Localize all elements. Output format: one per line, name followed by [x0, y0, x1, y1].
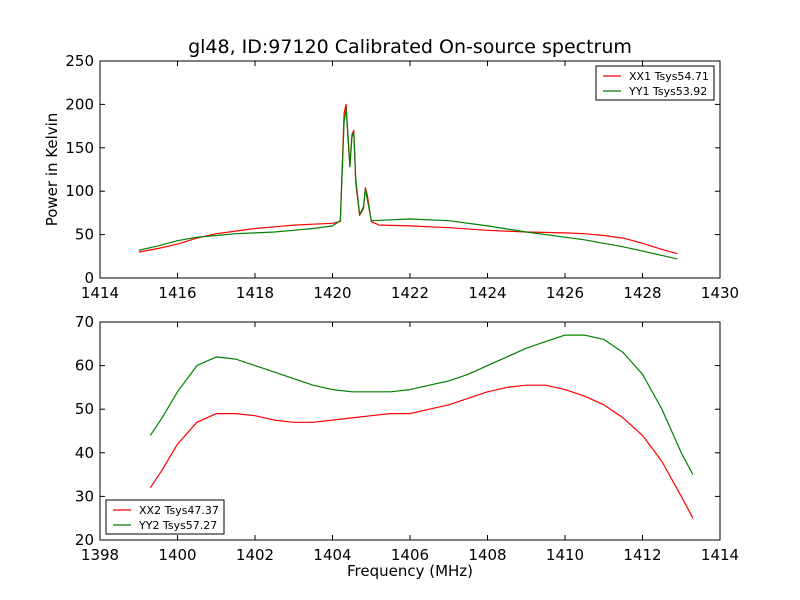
- x-tick-label: 1404: [313, 546, 351, 564]
- y-axis-label: Power in Kelvin: [43, 113, 61, 227]
- series-line-2: [138, 108, 678, 260]
- x-tick-label: 1398: [81, 546, 119, 564]
- y-tick-label: 250: [65, 52, 94, 70]
- legend-label-1: XX1 Tsys54.71: [629, 70, 709, 83]
- x-tick-label: 1414: [701, 546, 739, 564]
- y-tick-label: 0: [84, 269, 94, 287]
- x-tick-label: 1400: [158, 546, 196, 564]
- x-tick-label: 1418: [236, 284, 274, 302]
- legend-label-2: YY2 Tsys57.27: [138, 519, 217, 532]
- y-tick-label: 50: [75, 400, 94, 418]
- x-tick-label: 1410: [546, 546, 584, 564]
- x-tick-label: 1424: [468, 284, 506, 302]
- y-tick-label: 30: [75, 487, 94, 505]
- y-tick-label: 20: [75, 531, 94, 549]
- legend-box: [595, 65, 715, 101]
- y-tick-label: 40: [75, 444, 94, 462]
- legend-label-2: YY1 Tsys53.92: [628, 85, 707, 98]
- x-tick-label: 1402: [236, 546, 274, 564]
- y-tick-label: 100: [65, 182, 94, 200]
- y-tick-label: 50: [75, 226, 94, 244]
- legend: XX2 Tsys47.37 YY2 Tsys57.27: [105, 499, 225, 535]
- bottom-panel: 1398 1400 1402 1404 1406 1408 1410 1412 1414 20 30…: [75, 313, 739, 580]
- legend: XX1 Tsys54.71 YY1 Tsys53.92: [595, 65, 715, 101]
- y-tick-label: 70: [75, 313, 94, 331]
- x-axis-label: Frequency (MHz): [347, 562, 473, 580]
- chart-title: gl48, ID:97120 Calibrated On-source spec…: [188, 36, 632, 58]
- x-tick-label: 1414: [81, 284, 119, 302]
- y-tick-label: 60: [75, 357, 94, 375]
- x-tick-label: 1412: [623, 546, 661, 564]
- x-tick-label: 1426: [546, 284, 584, 302]
- legend-label-1: XX2 Tsys47.37: [139, 504, 219, 517]
- x-tick-label: 1430: [701, 284, 739, 302]
- series-line-2: [149, 334, 694, 475]
- top-panel: 1414 1416 1418 1420 1422 1424 1426 1428 1430 0 50 1…: [43, 52, 739, 302]
- x-tick-label: 1406: [391, 546, 429, 564]
- series-line-1: [149, 384, 694, 519]
- x-tick-label: 1428: [623, 284, 661, 302]
- x-tick-label: 1416: [158, 284, 196, 302]
- y-tick-label: 150: [65, 139, 94, 157]
- x-tick-label: 1420: [313, 284, 351, 302]
- legend-box: [105, 499, 225, 535]
- x-tick-label: 1422: [391, 284, 429, 302]
- x-tick-label: 1408: [468, 546, 506, 564]
- y-tick-label: 200: [65, 95, 94, 113]
